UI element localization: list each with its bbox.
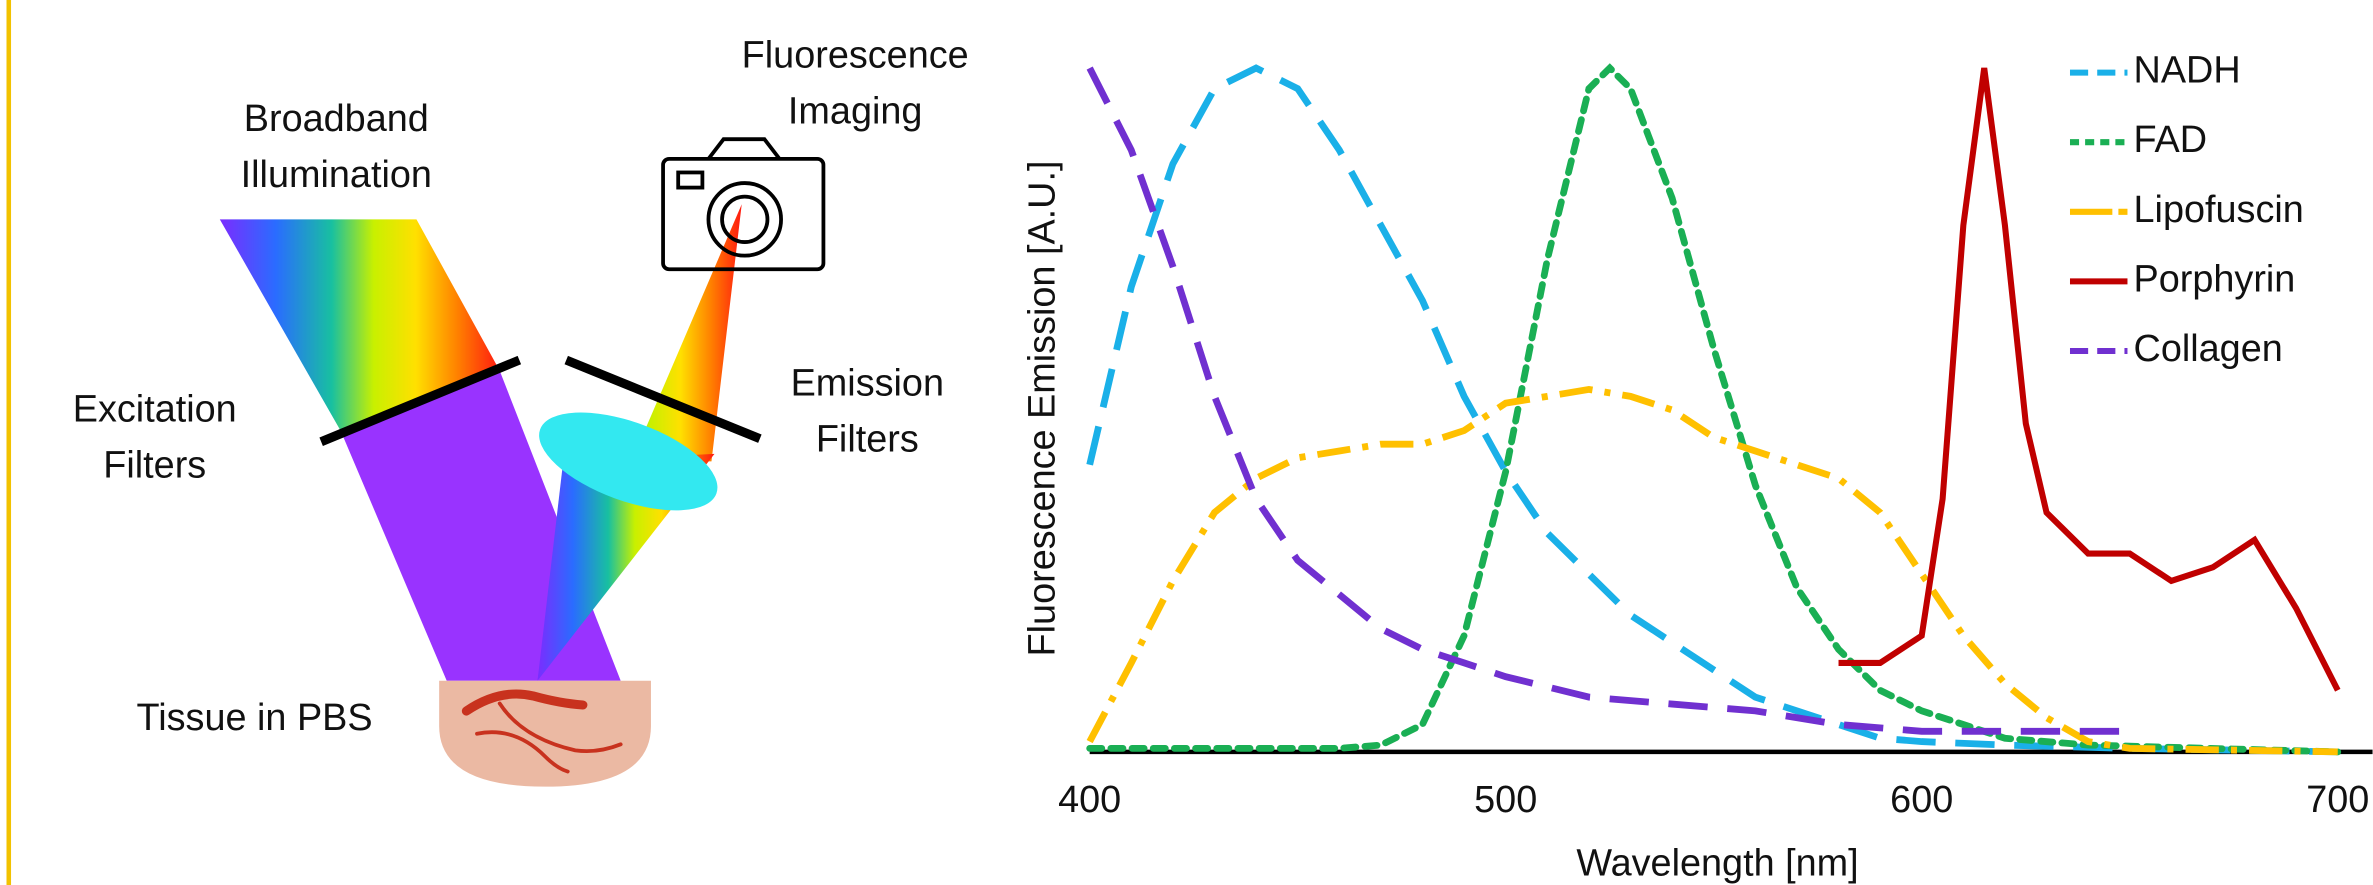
diagram-label: Tissue in PBS [137, 697, 373, 739]
diagram-label: Filters [816, 419, 919, 461]
x-tick-label: 700 [2306, 779, 2369, 821]
legend-label: Collagen [2134, 328, 2283, 370]
legend-label: Lipofuscin [2134, 189, 2304, 231]
diagram-labels: Broadband Illumination Fluorescence Imaging… [73, 34, 969, 739]
x-tick-label: 400 [1058, 779, 1121, 821]
series-line [1838, 67, 2341, 692]
x-axis-label: Wavelength [nm] [1576, 842, 1858, 884]
y-axis-label: Fluorescence Emission [A.U.] [1021, 160, 1063, 656]
diagram-label: Excitation [73, 388, 237, 430]
diagram-label: Filters [103, 444, 206, 486]
series-line [1086, 66, 2130, 735]
tissue-dish [439, 680, 651, 787]
emission-cone-lower [537, 453, 715, 681]
excitation-filter [319, 355, 522, 446]
legend-label: Porphyrin [2134, 258, 2296, 300]
vessels [461, 689, 623, 774]
x-tick-label: 500 [1474, 779, 1537, 821]
emission-filter [564, 355, 762, 443]
chart: 400 500 600 700 Wavelength [nm] Fluorescence … [1021, 50, 2373, 884]
legend-label: NADH [2134, 50, 2241, 92]
diagram-label: Fluorescence [742, 34, 969, 76]
camera [661, 137, 826, 272]
diagram-label: Emission [791, 363, 944, 405]
frame-edge [6, 0, 12, 885]
series-line [1086, 63, 2342, 756]
diagram-label: Illumination [241, 154, 432, 196]
diagram-label: Imaging [788, 90, 923, 132]
diagram-label: Broadband [244, 98, 429, 140]
x-tick-label: 600 [1890, 779, 1953, 821]
legend-label: FAD [2134, 119, 2208, 161]
series-line [1086, 64, 2338, 756]
lens [539, 412, 718, 511]
series-line [1086, 385, 2338, 756]
broadband-beam [219, 219, 500, 432]
